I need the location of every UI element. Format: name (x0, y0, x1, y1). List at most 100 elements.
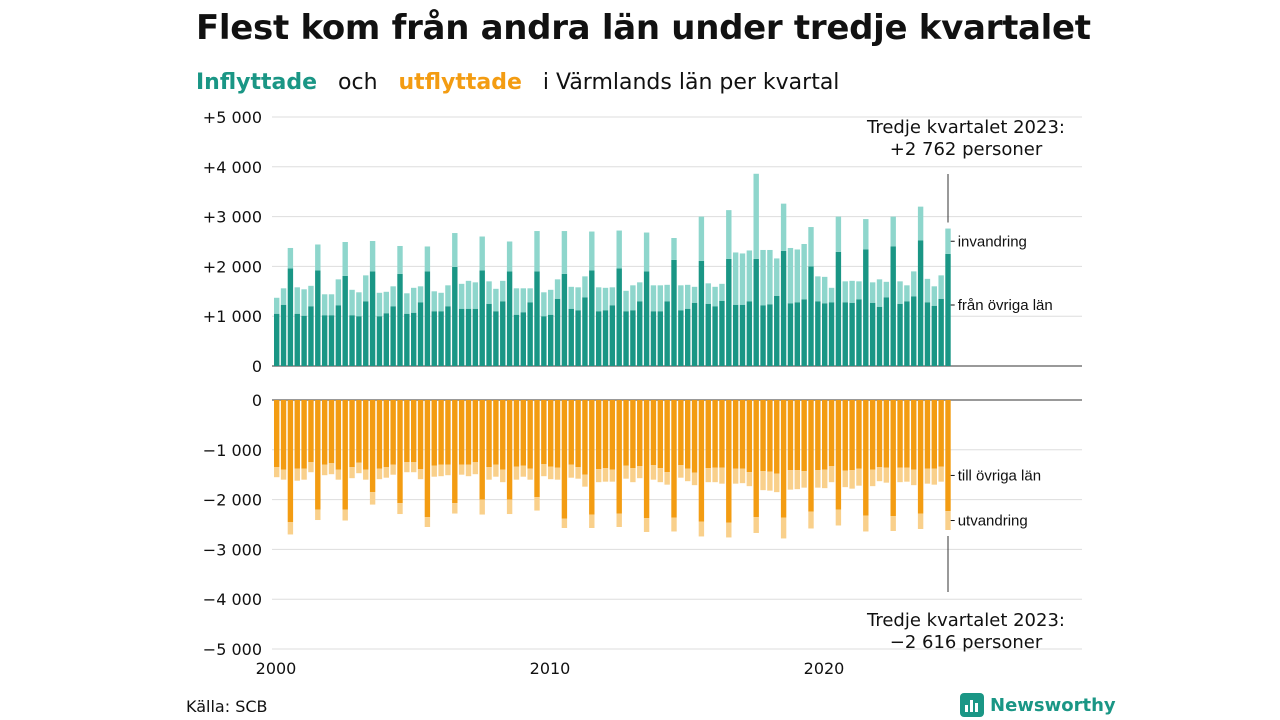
bar-till-ovriga-lan (589, 400, 595, 515)
y-tick-label-top: +2 000 (203, 257, 262, 276)
bar-utvandring (650, 465, 657, 480)
subtitle-inflyttade: Inflyttade (196, 70, 318, 95)
bar-fran-ovriga-lan (828, 302, 835, 366)
bar-fran-ovriga-lan (643, 271, 650, 366)
bar-invandring (438, 292, 444, 312)
bar-till-ovriga-lan (774, 400, 780, 474)
bar-till-ovriga-lan (321, 400, 328, 465)
bar-invandring (472, 282, 479, 309)
bar-utvandring (671, 517, 677, 532)
y-tick-label-top: +1 000 (203, 307, 262, 326)
bar-fran-ovriga-lan (815, 301, 821, 366)
bar-utvandring (308, 462, 314, 473)
bar-utvandring (924, 468, 931, 484)
bar-utvandring (938, 466, 944, 482)
bar-utvandring (931, 468, 937, 485)
bar-fran-ovriga-lan (767, 304, 773, 366)
bar-till-ovriga-lan (726, 400, 732, 523)
bar-fran-ovriga-lan (774, 295, 780, 366)
bar-invandring (328, 294, 335, 316)
bar-invandring (712, 286, 718, 307)
bar-utvandring (712, 467, 718, 483)
bar-till-ovriga-lan (767, 400, 773, 472)
bar-invandring (671, 238, 677, 260)
bar-invandring (890, 216, 896, 247)
bar-fran-ovriga-lan (527, 302, 533, 366)
bar-utvandring (657, 468, 663, 483)
bar-fran-ovriga-lan (637, 301, 643, 366)
bar-invandring (541, 292, 547, 317)
bar-utvandring (383, 467, 389, 478)
bar-utvandring (623, 465, 629, 479)
bar-till-ovriga-lan (274, 400, 280, 468)
bar-invandring (808, 227, 814, 267)
bar-utvandring (589, 514, 595, 528)
bar-till-ovriga-lan (383, 400, 389, 468)
bar-till-ovriga-lan (869, 400, 876, 470)
bar-invandring (869, 282, 876, 303)
bar-till-ovriga-lan (554, 400, 561, 468)
x-tick-label: 2020 (804, 659, 845, 678)
label-till-ovriga-lan: till övriga län (958, 467, 1041, 484)
bar-fran-ovriga-lan (945, 253, 951, 366)
bar-invandring (637, 282, 643, 302)
y-tick-label-bottom: −5 000 (203, 640, 262, 659)
bar-till-ovriga-lan (842, 400, 848, 471)
bar-till-ovriga-lan (685, 400, 691, 469)
bar-fran-ovriga-lan (904, 301, 910, 366)
bar-fran-ovriga-lan (849, 302, 855, 366)
bar-utvandring (274, 467, 280, 478)
bar-till-ovriga-lan (561, 400, 568, 519)
subtitle-rest: i Värmlands län per kvartal (542, 70, 840, 95)
bar-invandring (404, 293, 410, 314)
bar-fran-ovriga-lan (520, 312, 526, 366)
bar-till-ovriga-lan (308, 400, 314, 463)
bar-invandring (568, 286, 574, 309)
bar-fran-ovriga-lan (397, 273, 403, 366)
bar-invandring (513, 288, 520, 315)
bar-invandring (520, 288, 526, 313)
bar-till-ovriga-lan (849, 400, 855, 471)
brand-logo: Newsworthy (960, 693, 1116, 717)
bar-till-ovriga-lan (760, 400, 766, 472)
bar-invandring (465, 280, 472, 309)
bar-utvandring (541, 464, 547, 477)
bar-till-ovriga-lan (822, 400, 828, 470)
bar-utvandring (739, 468, 746, 484)
bar-fran-ovriga-lan (486, 303, 492, 366)
bar-till-ovriga-lan (431, 400, 437, 466)
bar-till-ovriga-lan (780, 400, 787, 518)
bar-fran-ovriga-lan (445, 306, 451, 366)
bar-till-ovriga-lan (698, 400, 705, 522)
bar-till-ovriga-lan (369, 400, 376, 493)
bar-utvandring (376, 468, 383, 480)
bar-invandring (780, 203, 787, 251)
bar-utvandring (808, 511, 814, 529)
bar-fran-ovriga-lan (541, 316, 547, 366)
bar-fran-ovriga-lan (506, 271, 513, 366)
bar-invandring (274, 297, 280, 314)
bar-till-ovriga-lan (595, 400, 602, 470)
y-tick-label-top: +5 000 (203, 108, 262, 127)
bar-invandring (554, 279, 561, 299)
bar-utvandring (869, 469, 876, 487)
bar-utvandring (685, 468, 691, 482)
annotation-top-line1: Tredje kvartalet 2023: (866, 117, 1065, 138)
bar-fran-ovriga-lan (500, 301, 506, 366)
bar-till-ovriga-lan (691, 400, 698, 473)
bar-invandring (424, 246, 431, 272)
bar-utvandring (698, 521, 705, 537)
bar-till-ovriga-lan (506, 400, 513, 500)
bar-utvandring (595, 469, 602, 483)
bar-invandring (705, 283, 711, 304)
annotation-bottom-line2: −2 616 personer (890, 632, 1043, 653)
bar-invandring (801, 243, 807, 300)
bar-utvandring (780, 517, 787, 539)
bar-till-ovriga-lan (705, 400, 711, 469)
bar-invandring (911, 271, 917, 297)
bar-invandring (945, 228, 951, 254)
bar-fran-ovriga-lan (465, 308, 472, 366)
bar-invandring (691, 286, 698, 303)
bar-till-ovriga-lan (643, 400, 650, 519)
bar-fran-ovriga-lan (452, 266, 458, 366)
